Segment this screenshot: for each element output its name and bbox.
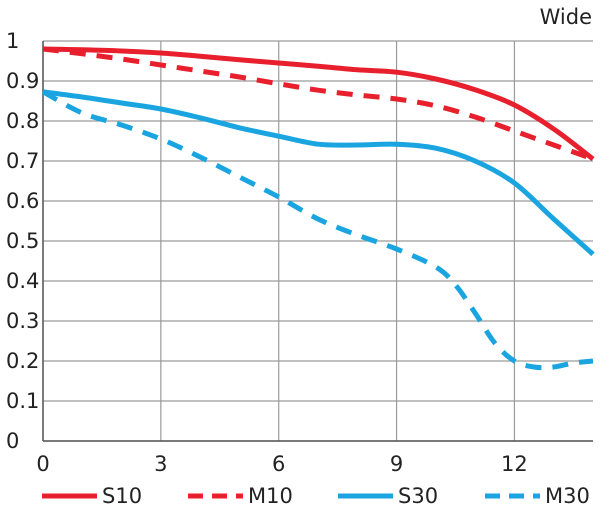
legend-label-s10: S10 [102,484,142,508]
legend-label-m30: M30 [545,484,590,508]
x-tick-label: 12 [501,452,528,476]
y-tick-label: 0.4 [6,269,39,293]
series-line-s30 [42,89,595,257]
y-tick-label: 0.5 [6,229,39,253]
y-tick-label: 0.9 [6,69,39,93]
y-tick-label: 0.2 [6,349,39,373]
y-tick-label: 1 [6,29,19,53]
legend-label-m10: M10 [248,484,293,508]
x-tick-label: 9 [390,452,403,476]
x-tick-label: 0 [36,452,49,476]
y-tick-label: 0.1 [6,389,39,413]
y-tick-label: 0.3 [6,309,39,333]
x-tick-label: 6 [272,452,285,476]
chart-title: Wide [540,5,592,29]
axis-layer [42,41,593,442]
series-line-m10 [42,46,594,162]
series-layer [41,46,595,371]
x-tick-label: 3 [154,452,167,476]
y-tick-label: 0.6 [6,189,39,213]
label-layer: 0 0.1 0.2 0.3 0.4 0.5 0.6 0.7 0.8 0.9 1 0 3 6 9 12 [6,29,528,476]
y-tick-label: 0 [6,429,19,453]
y-tick-label: 0.7 [6,149,39,173]
series-line-s10 [42,46,595,161]
series-line-m30 [41,89,594,371]
y-tick-label: 0.8 [6,109,39,133]
legend: S10 M10 S30 M30 [42,484,590,508]
legend-label-s30: S30 [398,484,438,508]
